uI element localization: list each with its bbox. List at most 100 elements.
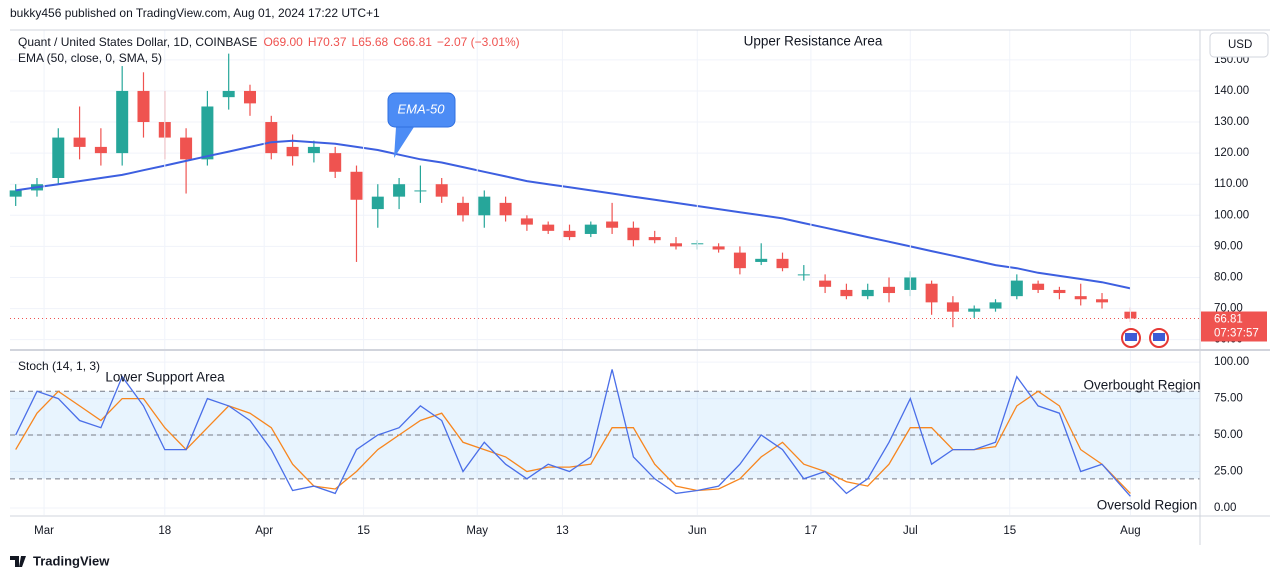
candle-body: [201, 106, 214, 160]
candle-body: [286, 146, 299, 157]
candle-body: [712, 246, 725, 250]
x-tick-label: 18: [158, 525, 171, 537]
stoch-legend: Stoch (14, 1, 3): [18, 359, 100, 373]
annotation: Oversold Region: [1097, 498, 1198, 513]
x-tick-label: Jul: [903, 525, 918, 537]
annotation: Upper Resistance Area: [744, 34, 883, 49]
candle-body: [606, 221, 619, 228]
y-tick-label: 0.00: [1214, 502, 1236, 514]
y-tick-label: 25.00: [1214, 466, 1243, 478]
candle-body: [989, 302, 1002, 309]
x-tick-label: Apr: [255, 525, 273, 537]
candle-body: [563, 230, 576, 238]
x-tick-label: May: [466, 525, 488, 537]
candle-body: [840, 289, 853, 297]
flag-canton: [1153, 333, 1165, 341]
y-tick-label: 50.00: [1214, 429, 1243, 441]
candle-body: [350, 171, 363, 200]
ohlc-low: L65.68: [352, 35, 389, 49]
candle-body: [755, 258, 768, 262]
y-tick-label: 80.00: [1214, 272, 1243, 284]
pane: 60.0070.0080.0090.00100.00110.00120.0013…: [9, 53, 1267, 346]
candle-body: [137, 90, 150, 123]
candle-body: [925, 283, 938, 303]
candle-body: [329, 153, 342, 172]
candle-body: [733, 252, 746, 269]
flag-icons: [1121, 328, 1169, 348]
x-tick-label: Aug: [1120, 525, 1140, 537]
y-tick-label: 100.00: [1214, 209, 1249, 221]
candle-body: [265, 122, 278, 154]
publish-line: bukky456 published on TradingView.com, A…: [10, 6, 380, 20]
candle-body: [819, 280, 832, 287]
ema-callout: EMA-50: [387, 92, 456, 158]
candle-body: [456, 202, 469, 216]
y-tick-label: 120.00: [1214, 147, 1249, 159]
x-tick-label: 15: [357, 525, 370, 537]
countdown-label: 07:37:57: [1214, 328, 1259, 340]
y-tick-label: 110.00: [1214, 178, 1248, 190]
ohlc-open: O69.00: [263, 35, 303, 49]
pane: 0.00 25.00 50.00 75.00 100.00 Mar 18 Apr 15 May 13…: [10, 30, 1249, 537]
ema-legend: EMA (50, close, 0, SMA, 5): [18, 51, 162, 65]
currency-label: USD: [1228, 39, 1252, 51]
candle-body: [52, 137, 65, 178]
candle-body: [520, 218, 533, 225]
candle-body: [1096, 299, 1109, 303]
x-tick-label: Mar: [34, 525, 54, 537]
candle-body: [307, 146, 320, 154]
candle-body: [414, 190, 427, 192]
symbol-legend: Quant / United States Dollar, 1D, COINBA…: [18, 35, 520, 49]
y-tick-label: 140.00: [1214, 85, 1249, 97]
candle-body: [222, 90, 235, 98]
x-tick-label: Jun: [688, 525, 707, 537]
candle-body: [946, 302, 959, 312]
candle-body: [94, 146, 107, 154]
candle-body: [393, 184, 406, 197]
ohlc-high: H70.37: [308, 35, 347, 49]
symbol: Quant / United States Dollar, 1D, COINBA…: [18, 35, 257, 49]
ohlc-change: −2.07 (−3.01%): [437, 35, 520, 49]
candle-body: [371, 196, 384, 210]
candle-body: [499, 202, 512, 216]
candle-body: [584, 224, 597, 234]
ema-line: [15, 139, 1131, 290]
candle-body: [9, 190, 22, 197]
candle-body: [861, 289, 874, 297]
currency-button[interactable]: [1209, 32, 1269, 58]
candle-body: [627, 227, 640, 241]
stoch-line: [15, 390, 1131, 494]
candle-body: [243, 90, 256, 104]
candle-body: [1053, 289, 1066, 294]
y-tick-label: 130.00: [1214, 116, 1249, 128]
ohlc-close: C66.81: [393, 35, 432, 49]
candle-body: [883, 286, 896, 294]
candle-body: [116, 90, 129, 154]
candle-body: [670, 243, 683, 247]
candle-body: [648, 237, 661, 241]
last-price-label: 66.81: [1214, 314, 1243, 326]
brand: TradingView: [10, 553, 110, 568]
brand-logo: [10, 556, 26, 567]
candle-body: [776, 258, 789, 269]
x-tick-label: 17: [805, 525, 818, 537]
callout-text: EMA-50: [398, 101, 446, 116]
last-price-box: [1201, 311, 1267, 342]
flag-canton: [1125, 333, 1137, 341]
y-tick-label: 90.00: [1214, 240, 1243, 252]
callout-box: [387, 92, 456, 128]
annotation: Overbought Region: [1083, 378, 1200, 393]
annotation: Lower Support Area: [105, 370, 225, 385]
x-tick-label: 13: [556, 525, 569, 537]
candle-body: [542, 224, 555, 231]
stoch-line: [15, 369, 1131, 497]
y-tick-label: 75.00: [1214, 393, 1243, 405]
candle-body: [1032, 283, 1045, 290]
candle-body: [180, 137, 193, 160]
candle-body: [73, 137, 86, 147]
candle-body: [1010, 280, 1023, 297]
candle-body: [968, 308, 981, 312]
x-tick-label: 15: [1003, 525, 1016, 537]
